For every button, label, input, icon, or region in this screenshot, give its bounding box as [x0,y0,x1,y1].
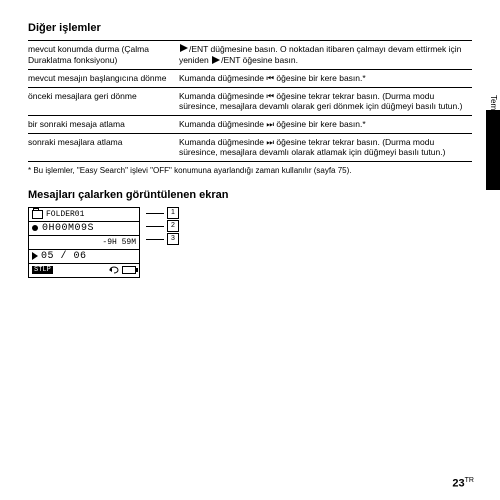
table-row: mevcut konumda durma (Çalma Duraklatma f… [28,41,472,70]
operations-table: mevcut konumda durma (Çalma Duraklatma f… [28,40,472,162]
play-icon [180,44,188,55]
record-icon [32,225,38,231]
lcd-row-track: 05 / 06 [29,250,139,264]
table-row: bir sonraki mesaja atlama Kumanda düğmes… [28,116,472,134]
lcd-diagram: FOLDER01 0H00M09S -9H 59M 05 / 06 STLP [28,207,472,278]
battery-icon [122,266,136,274]
table-row: önceki mesajlara geri dönme Kumanda düğm… [28,87,472,115]
table-row: sonraki mesajlara atlama Kumanda düğmesi… [28,133,472,161]
heading-other-ops: Diğer işlemler [28,22,472,34]
page-number: 23TR [452,477,474,490]
lcd-row-remain: -9H 59M [29,236,139,250]
lcd-row-bottom: STLP [29,264,139,277]
heading-screen: Mesajları çalarken görüntülenen ekran [28,189,472,201]
repeat-icon [109,266,119,274]
play-icon [32,252,38,260]
callout-3: 3 [167,233,179,245]
lcd-row-time: 0H00M09S [29,222,139,236]
folder-icon [32,210,43,219]
lcd-row-folder: FOLDER01 [29,208,139,222]
mode-badge: STLP [32,266,53,274]
footnote: * Bu işlemler, "Easy Search" işlevi "OFF… [28,166,472,175]
callout-1: 1 [167,207,179,219]
callouts: 1 2 3 [146,207,179,246]
callout-2: 2 [167,220,179,232]
lcd-screen: FOLDER01 0H00M09S -9H 59M 05 / 06 STLP [28,207,140,278]
table-row: mevcut mesajın başlangıcına dönme Kumand… [28,70,472,88]
play-icon [212,56,220,67]
side-tab [486,110,500,190]
